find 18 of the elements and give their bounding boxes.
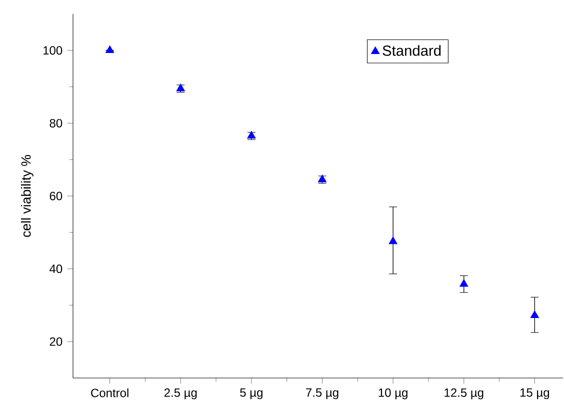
point bbox=[530, 310, 539, 318]
point bbox=[460, 279, 468, 287]
x-tick-label: 5 µg bbox=[240, 388, 262, 400]
point bbox=[388, 236, 398, 244]
legend-label: Standard bbox=[382, 45, 441, 56]
x-tick-label: 2.5 µg bbox=[164, 388, 197, 400]
x-tick-label: 10 µg bbox=[378, 388, 408, 400]
x-tick-label: 7.5 µg bbox=[306, 388, 338, 400]
x-tick-label: 12.5 µg bbox=[444, 388, 484, 400]
y-axis-title: cell viability % bbox=[20, 154, 34, 237]
y-tick-label: 40 bbox=[50, 264, 62, 274]
y-tick-label: 80 bbox=[50, 118, 62, 128]
y-tick-label: 100 bbox=[44, 46, 62, 55]
x-tick-label: 15 µg bbox=[520, 388, 550, 400]
point bbox=[106, 45, 114, 54]
y-tick-label: 20 bbox=[50, 337, 62, 346]
x-tick-label: Control bbox=[91, 388, 128, 398]
y-tick-label: 60 bbox=[50, 192, 62, 200]
